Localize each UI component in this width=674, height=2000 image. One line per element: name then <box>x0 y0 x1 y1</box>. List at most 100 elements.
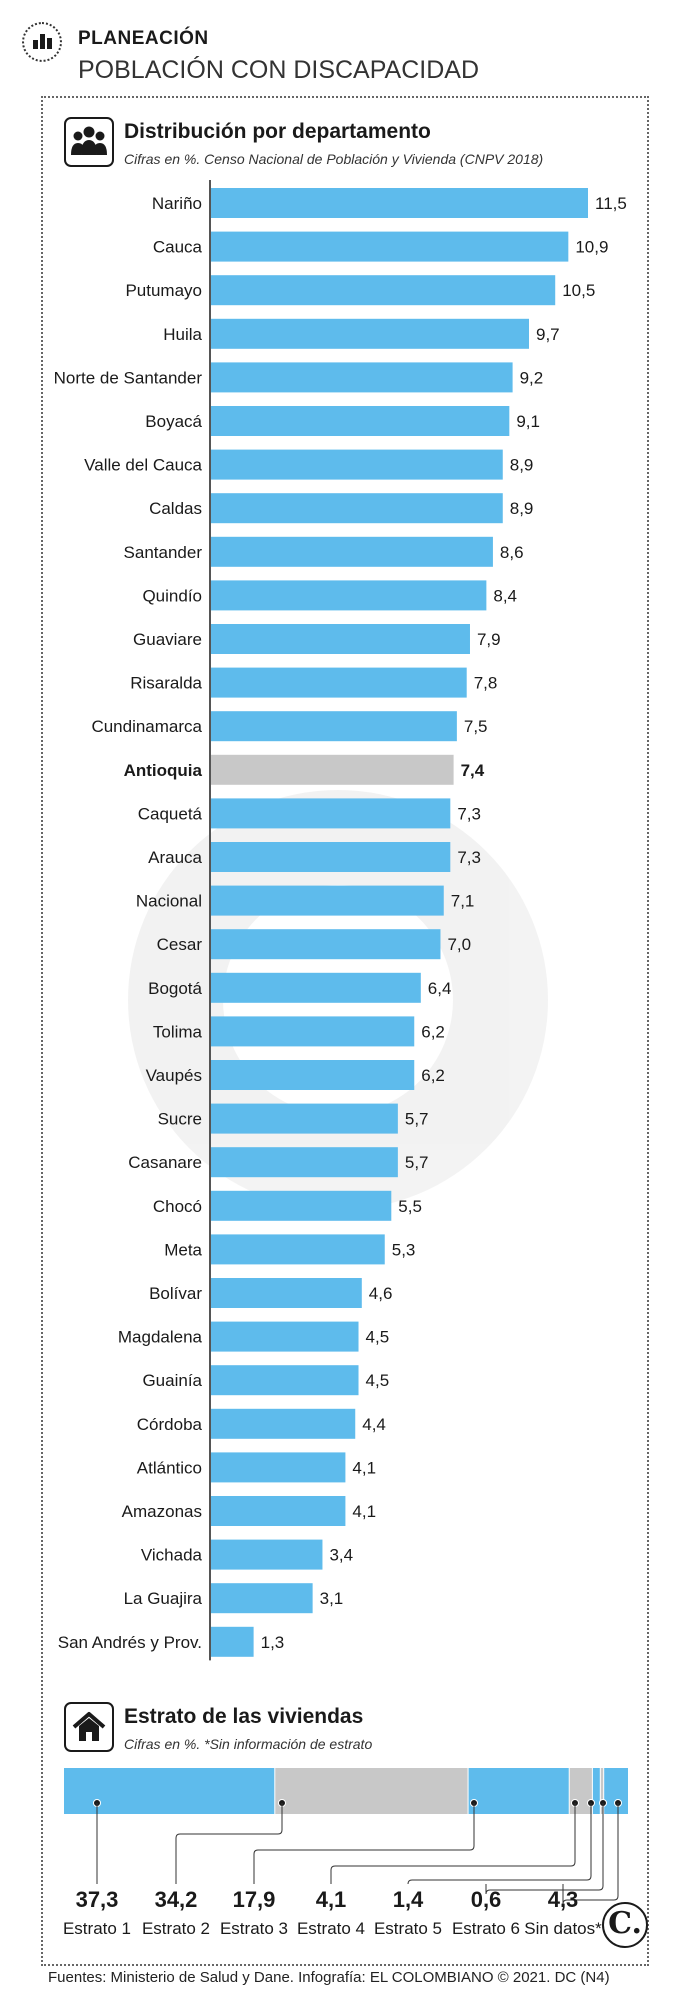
category-label: Putumayo <box>125 281 202 300</box>
category-label: Caldas <box>149 499 202 518</box>
section-subtitle: Cifras en %. *Sin información de estrato <box>124 1736 373 1752</box>
bar <box>211 275 556 306</box>
data-label: 5,7 <box>405 1110 429 1129</box>
data-label: 9,1 <box>516 412 540 431</box>
data-label: 37,3 <box>76 1887 119 1912</box>
category-label: Bolívar <box>149 1284 202 1303</box>
leader-line <box>253 1803 475 1884</box>
stacked-segment <box>468 1768 570 1814</box>
house-icon <box>64 1702 114 1752</box>
data-label: 17,9 <box>233 1887 276 1912</box>
people-icon <box>64 117 114 167</box>
category-label: Cundinamarca <box>91 717 202 736</box>
stacked-segment <box>592 1768 601 1814</box>
category-label: Vaupés <box>146 1066 202 1085</box>
data-label: 6,2 <box>421 1022 445 1041</box>
data-label: 11,5 <box>595 194 627 213</box>
category-label: Cesar <box>157 935 203 954</box>
category-label: Risaralda <box>130 674 202 693</box>
bar <box>211 1626 254 1657</box>
data-label: 4,1 <box>352 1458 376 1477</box>
category-label: Arauca <box>148 848 202 867</box>
category-label: La Guajira <box>124 1589 203 1608</box>
bar <box>211 1147 398 1178</box>
data-label: 9,2 <box>520 368 544 387</box>
category-label: Guaviare <box>133 630 202 649</box>
data-label: 8,9 <box>510 499 534 518</box>
bar <box>211 1452 346 1483</box>
bar <box>211 1060 415 1090</box>
data-label: 7,5 <box>464 717 488 736</box>
data-label: 3,4 <box>329 1546 353 1565</box>
section-title: Estrato de las viviendas <box>124 1705 364 1728</box>
bar <box>211 885 444 916</box>
bar-glyph <box>47 38 52 49</box>
bar <box>211 536 493 567</box>
category-label: Chocó <box>153 1197 202 1216</box>
bar-glyph <box>40 34 45 49</box>
bar <box>211 929 441 960</box>
bar <box>211 406 510 436</box>
data-label: 5,5 <box>398 1197 422 1216</box>
section-subtitle: Cifras en %. Censo Nacional de Población… <box>124 151 544 167</box>
bar <box>211 1539 323 1570</box>
data-label: 7,0 <box>447 935 471 954</box>
bar <box>211 1365 359 1396</box>
bar <box>211 1321 359 1352</box>
bar <box>211 231 569 262</box>
category-label: Estrato 5 <box>374 1919 442 1938</box>
data-label: 4,1 <box>316 1887 347 1912</box>
category-label: Norte de Santander <box>54 368 203 387</box>
bar <box>211 493 503 524</box>
bar <box>211 318 529 349</box>
leader-line <box>330 1803 576 1884</box>
category-label: Quindío <box>142 586 202 605</box>
category-label: Amazonas <box>122 1502 202 1521</box>
chart-logo-icon <box>22 22 62 62</box>
category-label: Atlántico <box>137 1458 202 1477</box>
data-label: 7,8 <box>474 674 498 693</box>
data-label: 7,3 <box>457 848 481 867</box>
bar <box>211 1408 356 1439</box>
bar <box>211 1234 385 1265</box>
bar <box>211 754 454 785</box>
data-label: 4,4 <box>362 1415 386 1434</box>
data-label: 7,3 <box>457 804 481 823</box>
data-label: 3,1 <box>320 1589 344 1608</box>
category-label: Valle del Cauca <box>84 456 202 475</box>
bar <box>211 1103 398 1134</box>
bar <box>211 624 470 654</box>
bar <box>211 798 451 829</box>
category-label: Tolima <box>153 1022 203 1041</box>
data-label: 4,3 <box>548 1887 579 1912</box>
bar <box>211 362 513 393</box>
leader-line <box>175 1803 283 1884</box>
bar <box>211 1278 362 1308</box>
stacked-segment <box>600 1768 604 1814</box>
data-label: 1,3 <box>261 1633 285 1652</box>
data-label: 8,4 <box>493 586 517 605</box>
section-title: Distribución por departamento <box>124 120 431 143</box>
data-label: 8,6 <box>500 543 524 562</box>
category-label: Antioquia <box>124 761 203 780</box>
category-label: Cauca <box>153 238 203 257</box>
category-label: Estrato 1 <box>63 1919 131 1938</box>
data-label: 4,5 <box>366 1328 390 1347</box>
category-label: Estrato 6 <box>452 1919 520 1938</box>
bar <box>211 667 467 698</box>
leader-line <box>485 1803 604 1895</box>
category-label: Estrato 4 <box>297 1919 365 1938</box>
bar <box>211 1190 392 1221</box>
category-label: San Andrés y Prov. <box>58 1633 202 1652</box>
category-label: Meta <box>164 1240 202 1259</box>
category-label: Guainía <box>142 1371 202 1390</box>
category-label: Nariño <box>152 194 202 213</box>
category-label: Casanare <box>128 1153 202 1172</box>
data-label: 7,9 <box>477 630 501 649</box>
data-label: 4,5 <box>366 1371 390 1390</box>
category-label: Huila <box>163 325 202 344</box>
data-label: 34,2 <box>155 1887 198 1912</box>
data-label: 10,5 <box>562 281 595 300</box>
data-label: 6,2 <box>421 1066 445 1085</box>
stacked-segment <box>603 1768 628 1814</box>
